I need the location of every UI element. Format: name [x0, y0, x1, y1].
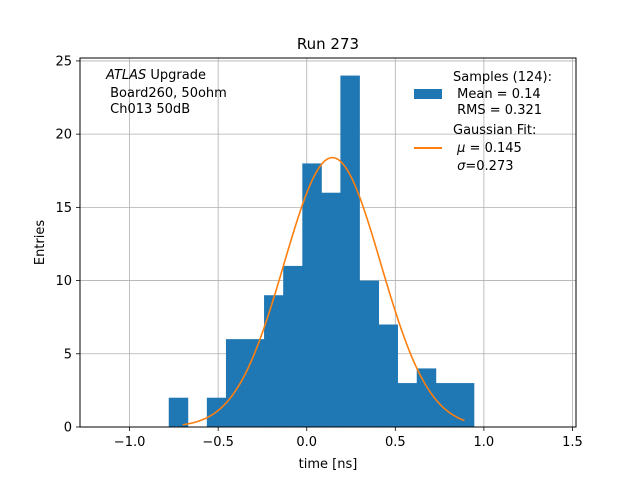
y-tick-label: 25	[55, 54, 72, 69]
svg-text:μ = 0.145: μ = 0.145	[453, 141, 522, 156]
chart-title: Run 273	[297, 35, 359, 53]
annotation-channel: Ch013 50dB	[106, 102, 190, 117]
histogram-bar	[264, 295, 284, 427]
histogram-bar	[321, 192, 341, 427]
y-tick-label: 5	[64, 347, 72, 362]
legend-fit-mu-symbol: μ	[456, 141, 465, 156]
histogram-bar	[435, 383, 456, 427]
axis-ticks: −1.0 −0.5 0.0 0.5 1.0 1.5 0 5 10 15 20 25	[55, 54, 582, 450]
histogram-bar	[245, 339, 265, 427]
y-axis-label: Entries	[33, 220, 48, 266]
x-tick-label: 1.5	[562, 435, 583, 450]
legend-samples-patch	[414, 89, 442, 99]
x-tick-label: −1.0	[114, 435, 146, 450]
histogram-bar	[302, 163, 322, 427]
histogram-bar	[359, 280, 380, 427]
histogram-bar	[378, 324, 398, 427]
legend: Samples (124): Mean = 0.14 RMS = 0.321 G…	[414, 70, 552, 174]
histogram-bar	[340, 75, 360, 428]
annotation-atlas: ATLAS	[105, 68, 146, 83]
histogram-bar	[454, 383, 475, 427]
legend-fit-sigma-value: =0.273	[465, 159, 513, 174]
legend-samples-mean: Mean = 0.14	[453, 87, 541, 102]
gaussian-fit-curve	[182, 156, 465, 426]
svg-text:σ=0.273: σ=0.273	[453, 159, 514, 174]
svg-text:ATLAS Upgrade: ATLAS Upgrade	[105, 68, 206, 83]
legend-fit-title: Gaussian Fit:	[453, 123, 536, 138]
x-tick-label: 0.5	[385, 435, 406, 450]
legend-fit-mu-value: = 0.145	[465, 141, 521, 156]
histogram-bar	[397, 383, 418, 427]
x-tick-label: −0.5	[202, 435, 234, 450]
y-tick-label: 0	[64, 421, 72, 436]
annotation-board: Board260, 50ohm	[106, 86, 227, 101]
y-tick-label: 10	[55, 274, 72, 289]
fit-curve-group	[182, 156, 465, 426]
legend-samples-title: Samples (124):	[453, 70, 552, 85]
legend-samples-rms: RMS = 0.321	[453, 103, 542, 118]
y-tick-label: 15	[55, 201, 72, 216]
x-tick-label: 0.0	[296, 435, 317, 450]
atlas-annotation: ATLAS Upgrade Board260, 50ohm Ch013 50dB	[105, 68, 227, 117]
histogram-bar	[416, 368, 437, 427]
histogram-bars	[168, 75, 475, 428]
x-axis-label: time [ns]	[299, 457, 358, 472]
axes-frame	[79, 57, 577, 428]
annotation-upgrade: Upgrade	[146, 68, 206, 83]
legend-fit-sigma-symbol: σ	[457, 159, 466, 174]
x-tick-label: 1.0	[474, 435, 495, 450]
histogram-bar	[283, 265, 303, 427]
histogram-bar	[225, 339, 246, 427]
y-tick-label: 20	[55, 128, 72, 143]
histogram-bar	[168, 397, 189, 427]
